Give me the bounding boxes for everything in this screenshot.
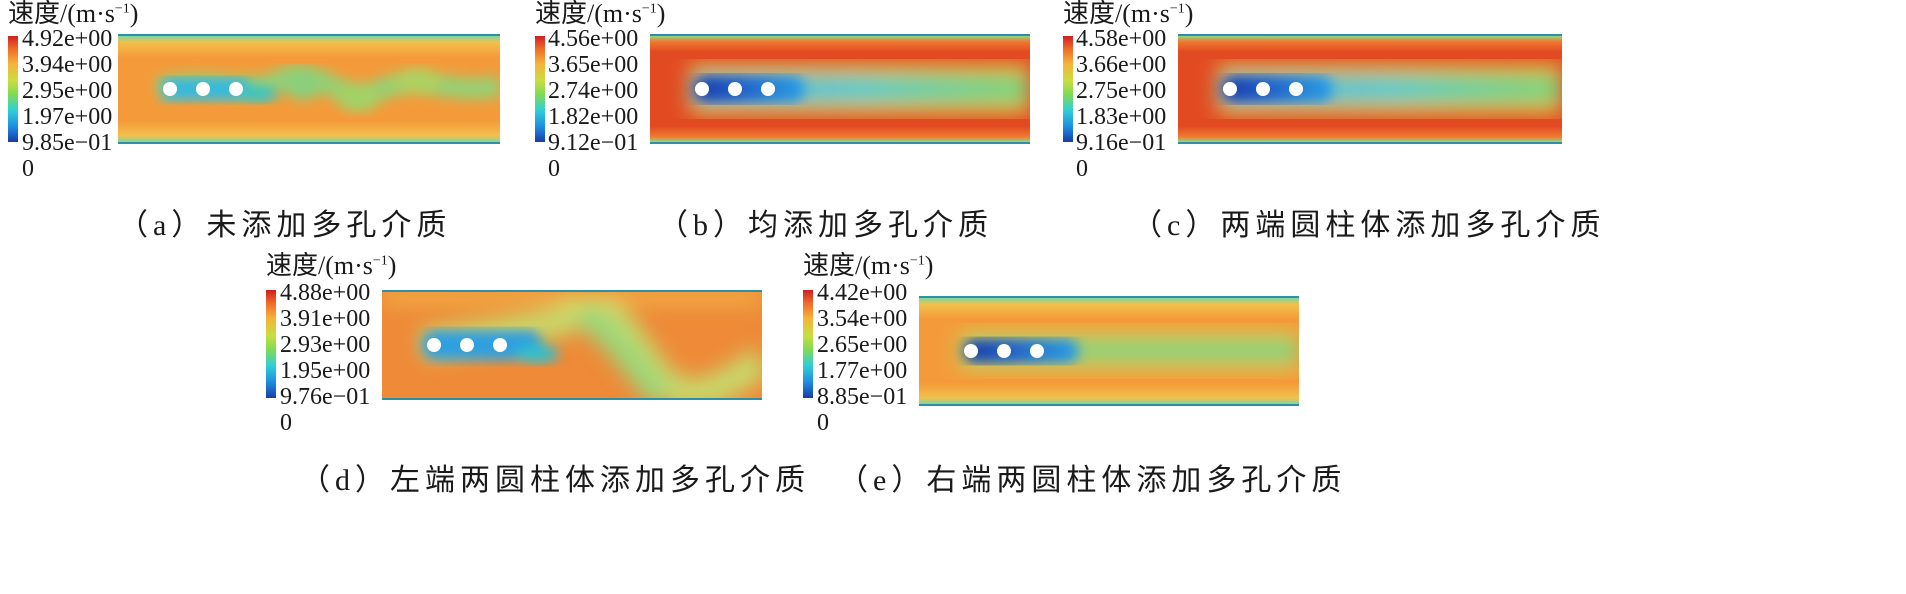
panel-caption: （d）左端两圆柱体添加多孔介质 xyxy=(300,464,810,497)
cylinder xyxy=(1289,82,1303,96)
colorbar-tick-label: 4.88e+00 xyxy=(280,280,371,306)
panel-caption: （a）未添加多孔介质 xyxy=(118,209,452,242)
colorbar-tick-label: 4.92e+00 xyxy=(22,26,113,52)
cylinder xyxy=(427,338,441,352)
colorbar-tick-label: 4.42e+00 xyxy=(817,280,908,306)
colorbar-tick-label: 1.83e+00 xyxy=(1076,104,1167,130)
cylinder xyxy=(1256,82,1270,96)
colorbar-title: 速度/(m·s−1) xyxy=(8,0,139,28)
colorbar-tick-label: 0 xyxy=(1076,156,1088,182)
colorbar-tick-label: 0 xyxy=(22,156,34,182)
colorbar-scale xyxy=(535,36,545,142)
panel-caption: （c）两端圆柱体添加多孔介质 xyxy=(1132,209,1606,242)
colorbar-title: 速度/(m·s−1) xyxy=(266,251,397,280)
colorbar-ticks: 4.58e+00 3.66e+00 2.75e+00 1.83e+00 9.16… xyxy=(1076,26,1166,182)
cylinder xyxy=(964,344,978,358)
colorbar-tick-label: 3.66e+00 xyxy=(1076,52,1167,78)
colorbar-tick-label: 2.95e+00 xyxy=(22,78,113,104)
velocity-contour-field xyxy=(382,290,762,400)
colorbar-ticks: 4.42e+00 3.54e+00 2.65e+00 1.77e+00 8.85… xyxy=(817,280,907,436)
colorbar-title: 速度/(m·s−1) xyxy=(803,251,934,280)
cylinder xyxy=(695,82,709,96)
colorbar-ticks: 4.92e+00 3.94e+00 2.95e+00 1.97e+00 9.85… xyxy=(22,26,112,182)
panel-caption: （e）右端两圆柱体添加多孔介质 xyxy=(838,464,1347,497)
velocity-contour-field xyxy=(118,34,500,144)
colorbar-tick-label: 3.65e+00 xyxy=(548,52,639,78)
velocity-contour-field xyxy=(919,296,1299,406)
cylinder xyxy=(196,82,210,96)
colorbar-scale xyxy=(803,290,813,398)
colorbar-tick-label: 0 xyxy=(548,156,560,182)
cylinder xyxy=(997,344,1011,358)
velocity-contour-field xyxy=(650,34,1030,144)
colorbar-tick-label: 2.65e+00 xyxy=(817,332,908,358)
colorbar-tick-label: 2.75e+00 xyxy=(1076,78,1167,104)
colorbar-tick-label: 1.82e+00 xyxy=(548,104,639,130)
colorbar-tick-label: 9.16e−01 xyxy=(1076,130,1167,156)
panel-caption: （b）均添加多孔介质 xyxy=(658,209,993,242)
colorbar-title: 速度/(m·s−1) xyxy=(535,0,666,28)
colorbar-tick-label: 0 xyxy=(280,410,292,436)
cylinder xyxy=(728,82,742,96)
colorbar-title: 速度/(m·s−1) xyxy=(1063,0,1194,28)
colorbar-tick-label: 1.97e+00 xyxy=(22,104,113,130)
cylinder xyxy=(761,82,775,96)
colorbar-tick-label: 2.93e+00 xyxy=(280,332,371,358)
cylinder xyxy=(163,82,177,96)
cylinder xyxy=(493,338,507,352)
colorbar-tick-label: 9.12e−01 xyxy=(548,130,639,156)
cylinder xyxy=(1030,344,1044,358)
cylinder xyxy=(460,338,474,352)
colorbar-tick-label: 3.54e+00 xyxy=(817,306,908,332)
cylinder xyxy=(1223,82,1237,96)
colorbar-tick-label: 2.74e+00 xyxy=(548,78,639,104)
colorbar-scale xyxy=(8,36,18,142)
colorbar-tick-label: 1.95e+00 xyxy=(280,358,371,384)
colorbar-tick-label: 3.91e+00 xyxy=(280,306,371,332)
colorbar-ticks: 4.88e+00 3.91e+00 2.93e+00 1.95e+00 9.76… xyxy=(280,280,370,436)
colorbar-tick-label: 0 xyxy=(817,410,829,436)
colorbar-ticks: 4.56e+00 3.65e+00 2.74e+00 1.82e+00 9.12… xyxy=(548,26,638,182)
colorbar-tick-label: 3.94e+00 xyxy=(22,52,113,78)
colorbar-tick-label: 4.58e+00 xyxy=(1076,26,1167,52)
colorbar-tick-label: 4.56e+00 xyxy=(548,26,639,52)
velocity-contour-field xyxy=(1178,34,1562,144)
colorbar-scale xyxy=(266,290,276,398)
colorbar-tick-label: 8.85e−01 xyxy=(817,384,908,410)
cylinder xyxy=(229,82,243,96)
colorbar-scale xyxy=(1063,36,1073,142)
colorbar-tick-label: 9.76e−01 xyxy=(280,384,371,410)
colorbar-tick-label: 1.77e+00 xyxy=(817,358,908,384)
colorbar-tick-label: 9.85e−01 xyxy=(22,130,113,156)
